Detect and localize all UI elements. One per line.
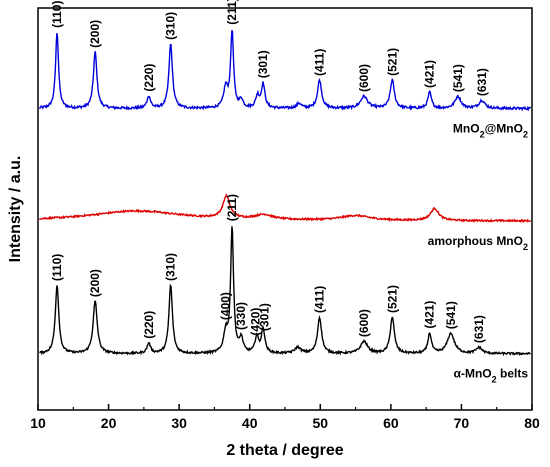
peak-label: (301) bbox=[258, 303, 272, 331]
peak-label: (200) bbox=[88, 269, 102, 297]
series-label-0: MnO2@MnO2 bbox=[453, 122, 528, 140]
series-label-2: α-MnO2 belts bbox=[454, 367, 529, 385]
peak-label: (211) bbox=[225, 0, 239, 25]
peak-label: (220) bbox=[142, 64, 156, 92]
peak-label: (541) bbox=[451, 64, 465, 92]
peak-label: (521) bbox=[385, 285, 399, 313]
series-label-1: amorphous MnO2 bbox=[428, 234, 528, 252]
peak-label: (110) bbox=[50, 1, 64, 28]
x-tick-label: 60 bbox=[383, 415, 399, 431]
peak-label: (411) bbox=[313, 49, 327, 76]
peak-label: (600) bbox=[357, 64, 371, 92]
peak-label: (211) bbox=[225, 194, 239, 221]
x-tick-label: 40 bbox=[242, 415, 258, 431]
peak-label: (400) bbox=[219, 292, 233, 320]
series-label-part: 2 bbox=[492, 375, 497, 385]
series-label-part: MnO bbox=[453, 122, 480, 136]
peak-label: (110) bbox=[50, 254, 64, 281]
series-label-part: α-MnO bbox=[454, 367, 492, 381]
peak-label: (631) bbox=[475, 68, 489, 96]
peak-label: (310) bbox=[164, 12, 178, 40]
x-tick-label: 20 bbox=[101, 415, 117, 431]
x-tick-label: 10 bbox=[30, 415, 46, 431]
x-axis-title: 2 theta / degree bbox=[226, 442, 343, 459]
series-label-part: belts bbox=[497, 367, 529, 381]
peak-label: (310) bbox=[164, 253, 178, 281]
peak-label: (541) bbox=[444, 301, 458, 329]
peak-label: (200) bbox=[88, 20, 102, 48]
x-tick-label: 80 bbox=[524, 415, 540, 431]
y-axis-title: Intensity / a.u. bbox=[7, 156, 24, 263]
series-line-0 bbox=[38, 29, 532, 112]
peak-label: (411) bbox=[313, 286, 327, 313]
series-line-2 bbox=[39, 226, 531, 357]
series-line-1 bbox=[38, 192, 532, 223]
series-label-part: 2 bbox=[523, 130, 528, 140]
peak-label: (631) bbox=[472, 315, 486, 343]
x-tick-label: 70 bbox=[454, 415, 470, 431]
peak-label: (220) bbox=[142, 311, 156, 339]
series-label-part: 2 bbox=[480, 130, 485, 140]
peak-label: (301) bbox=[256, 50, 270, 78]
series-label-part: 2 bbox=[523, 242, 528, 252]
peak-label: (420) bbox=[248, 308, 262, 336]
peak-label: (421) bbox=[423, 60, 437, 88]
peak-label: (600) bbox=[357, 309, 371, 337]
peak-label: (330) bbox=[234, 302, 248, 330]
peak-label: (421) bbox=[423, 301, 437, 329]
x-tick-label: 50 bbox=[312, 415, 328, 431]
x-tick-label: 30 bbox=[171, 415, 187, 431]
peak-label: (521) bbox=[385, 48, 399, 76]
series-label-part: @MnO bbox=[485, 122, 523, 136]
series-label-part: amorphous MnO bbox=[428, 234, 523, 248]
